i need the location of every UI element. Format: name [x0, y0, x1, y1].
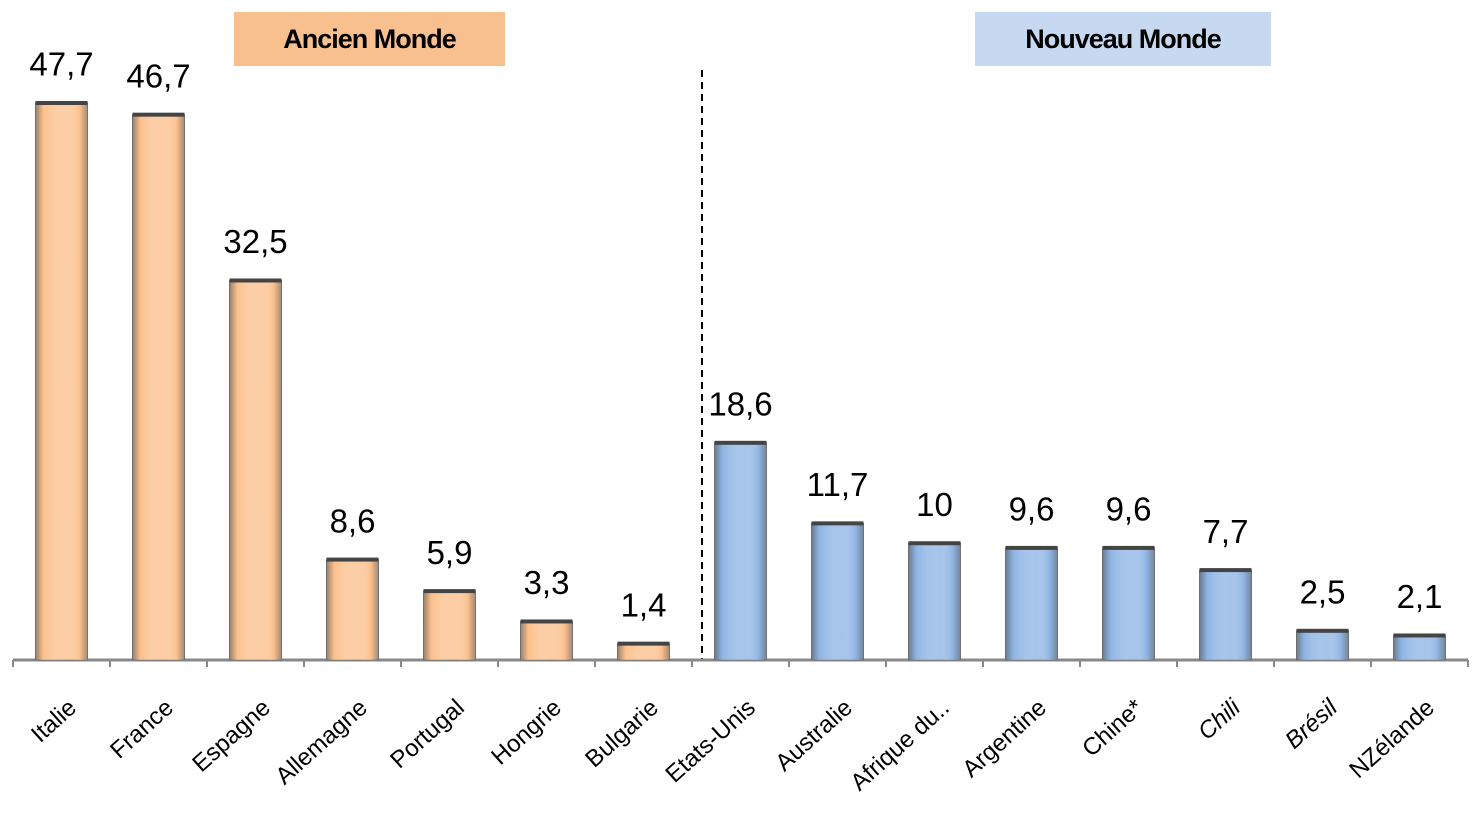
x-tick-label: Allemagne	[270, 694, 372, 790]
x-tick-label: Argentine	[957, 694, 1051, 783]
bar-top	[229, 278, 282, 283]
bar-shade	[908, 543, 961, 660]
bar-top	[326, 557, 379, 562]
bar-top	[132, 112, 185, 117]
data-label: 47,7	[29, 46, 93, 83]
bar-top	[1102, 545, 1155, 550]
data-label: 18,6	[708, 386, 772, 423]
x-tick-label: Espagne	[187, 694, 275, 777]
bar-shade	[1199, 570, 1252, 660]
bar-shade	[714, 442, 767, 660]
bar-shade	[423, 591, 476, 660]
bar-top	[35, 101, 88, 105]
data-label: 3,3	[524, 564, 570, 601]
data-label: 11,7	[807, 466, 869, 503]
bar-shade	[811, 523, 864, 660]
x-tick-label: France	[105, 694, 179, 764]
data-label: 46,7	[126, 57, 190, 94]
x-tick-label: Hongrie	[486, 694, 567, 770]
bar-top	[1005, 545, 1058, 550]
bar-shade	[132, 114, 185, 661]
bar-top	[811, 521, 864, 526]
data-label: 2,1	[1397, 578, 1443, 615]
data-label: 10	[916, 486, 953, 523]
bar-shade	[1393, 635, 1446, 660]
bar-shade	[326, 559, 379, 660]
group-box	[234, 12, 505, 66]
x-tick-label: Afrique du..	[845, 694, 954, 796]
bar-top	[1199, 568, 1252, 573]
bar-shade	[229, 280, 282, 660]
x-tick-label: Chine*	[1077, 694, 1149, 762]
x-tick-label: Etats-Unis	[660, 694, 760, 788]
group-label: Ancien Monde	[283, 24, 456, 54]
bar-top	[423, 589, 476, 594]
bar-shade	[1102, 547, 1155, 660]
x-tick-label: Bulgarie	[580, 694, 664, 773]
x-tick-label: Portugal	[385, 694, 469, 774]
bar-top	[1393, 633, 1446, 638]
x-tick-label: Australie	[770, 694, 857, 777]
data-label: 8,6	[330, 502, 376, 539]
bar-shade	[1005, 547, 1058, 660]
data-label: 9,6	[1106, 491, 1152, 528]
x-tick-label: NZélande	[1344, 694, 1439, 784]
x-tick-label: Brésil	[1280, 694, 1343, 755]
data-label: 5,9	[427, 534, 473, 571]
bar-top	[908, 541, 961, 546]
data-label: 32,5	[223, 223, 287, 260]
bar-top	[520, 619, 573, 624]
data-label: 9,6	[1009, 491, 1055, 528]
bar-shade	[617, 643, 670, 660]
bar-shade	[1296, 630, 1349, 660]
x-tick-label: Italie	[26, 694, 82, 748]
bar-top	[714, 440, 767, 445]
bar-shade	[520, 621, 573, 660]
bar-shade	[35, 103, 88, 660]
bar-top	[1296, 628, 1349, 633]
bar-top	[617, 641, 670, 646]
x-tick-label: Chili	[1193, 694, 1246, 746]
data-label: 2,5	[1300, 574, 1346, 611]
group-box	[975, 12, 1271, 66]
data-label: 7,7	[1203, 513, 1249, 550]
data-label: 1,4	[621, 586, 667, 623]
group-label: Nouveau Monde	[1025, 24, 1221, 54]
